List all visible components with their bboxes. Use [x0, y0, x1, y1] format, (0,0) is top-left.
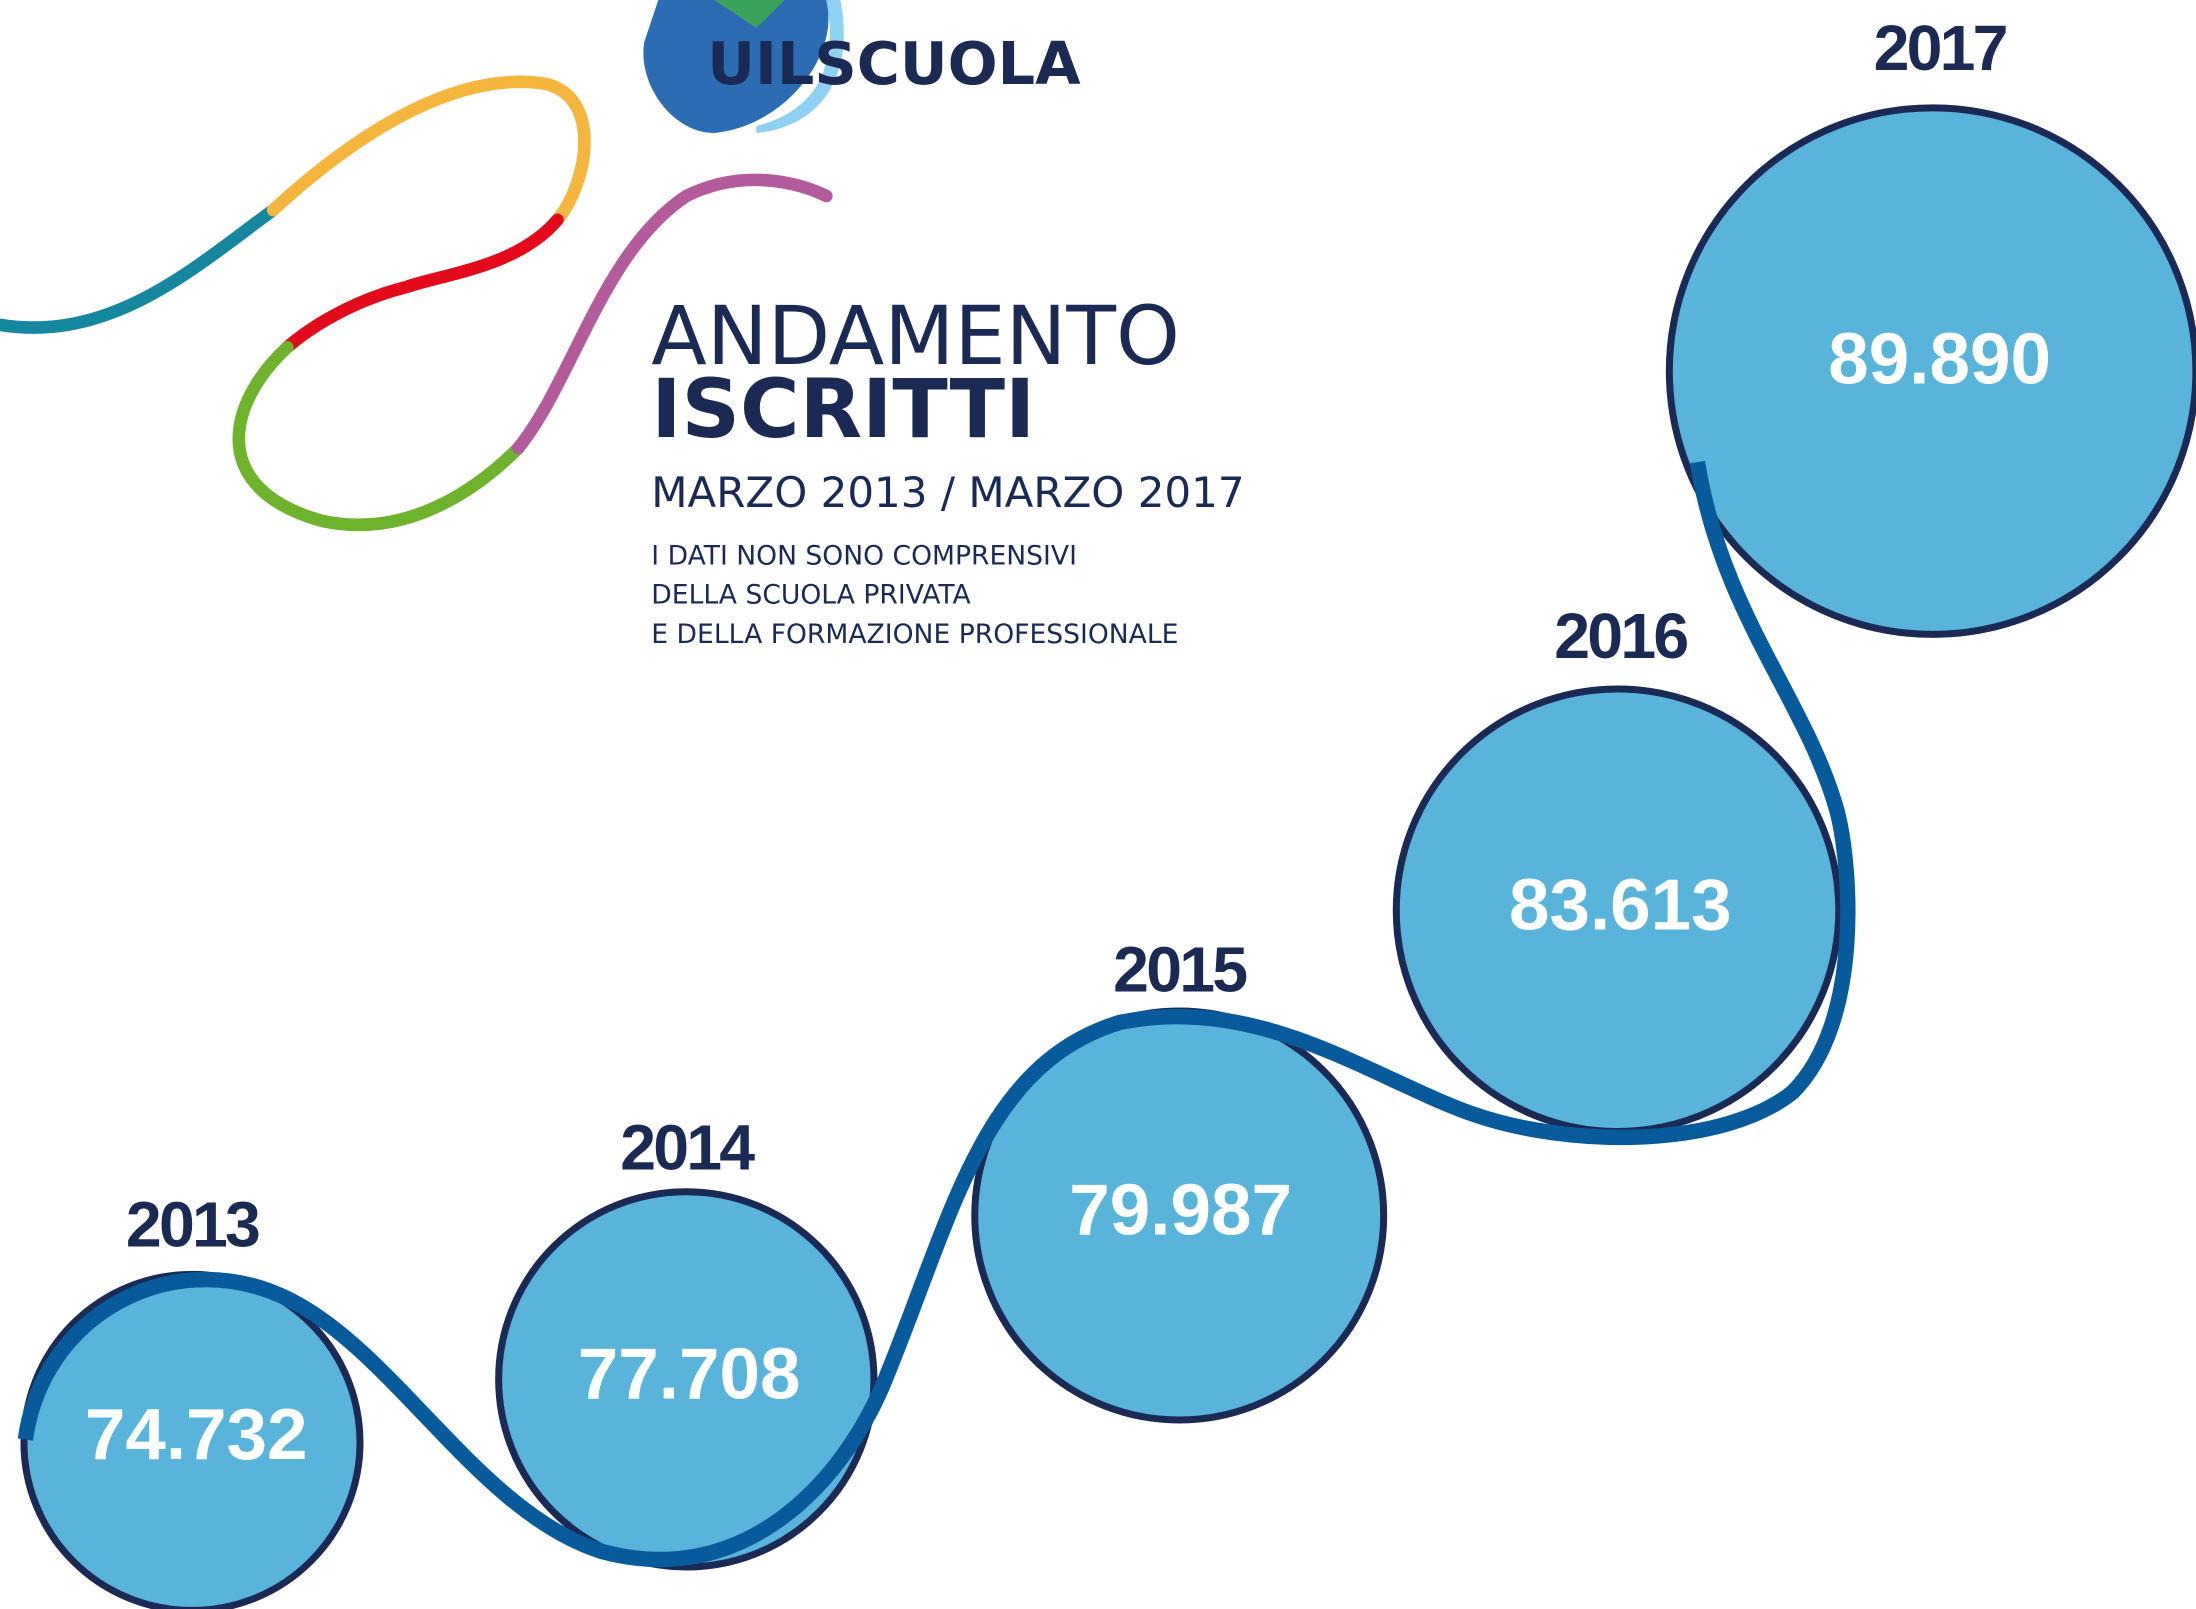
ribbon — [0, 75, 833, 532]
bubble — [495, 1188, 878, 1571]
title-line1: ANDAMENTO — [651, 290, 1180, 384]
note: E DELLA FORMAZIONE PROFESSIONALE — [651, 619, 1178, 650]
value: 77.708 — [578, 1334, 801, 1415]
value: 74.732 — [85, 1394, 308, 1475]
note: DELLA SCUOLA PRIVATA — [651, 580, 970, 611]
note: I DATI NON SONO COMPRENSIVI — [651, 540, 1077, 571]
year: 2013 — [126, 1188, 259, 1260]
bubbles — [20, 104, 2196, 1609]
title-line2: ISCRITTI — [651, 363, 1035, 457]
year: 2015 — [1113, 933, 1247, 1005]
logo: UILSCUOLA — [643, 0, 1081, 134]
year: 2017 — [1874, 12, 2006, 84]
subtitle: MARZO 2013 / MARZO 2017 — [651, 468, 1244, 517]
value: 89.890 — [1828, 318, 2051, 399]
year: 2016 — [1554, 600, 1687, 672]
value: 83.613 — [1509, 864, 1732, 945]
logo-text: UILSCUOLA — [707, 29, 1081, 98]
year: 2014 — [620, 1111, 755, 1183]
value: 79.987 — [1069, 1170, 1292, 1251]
connector — [17, 460, 1856, 1568]
